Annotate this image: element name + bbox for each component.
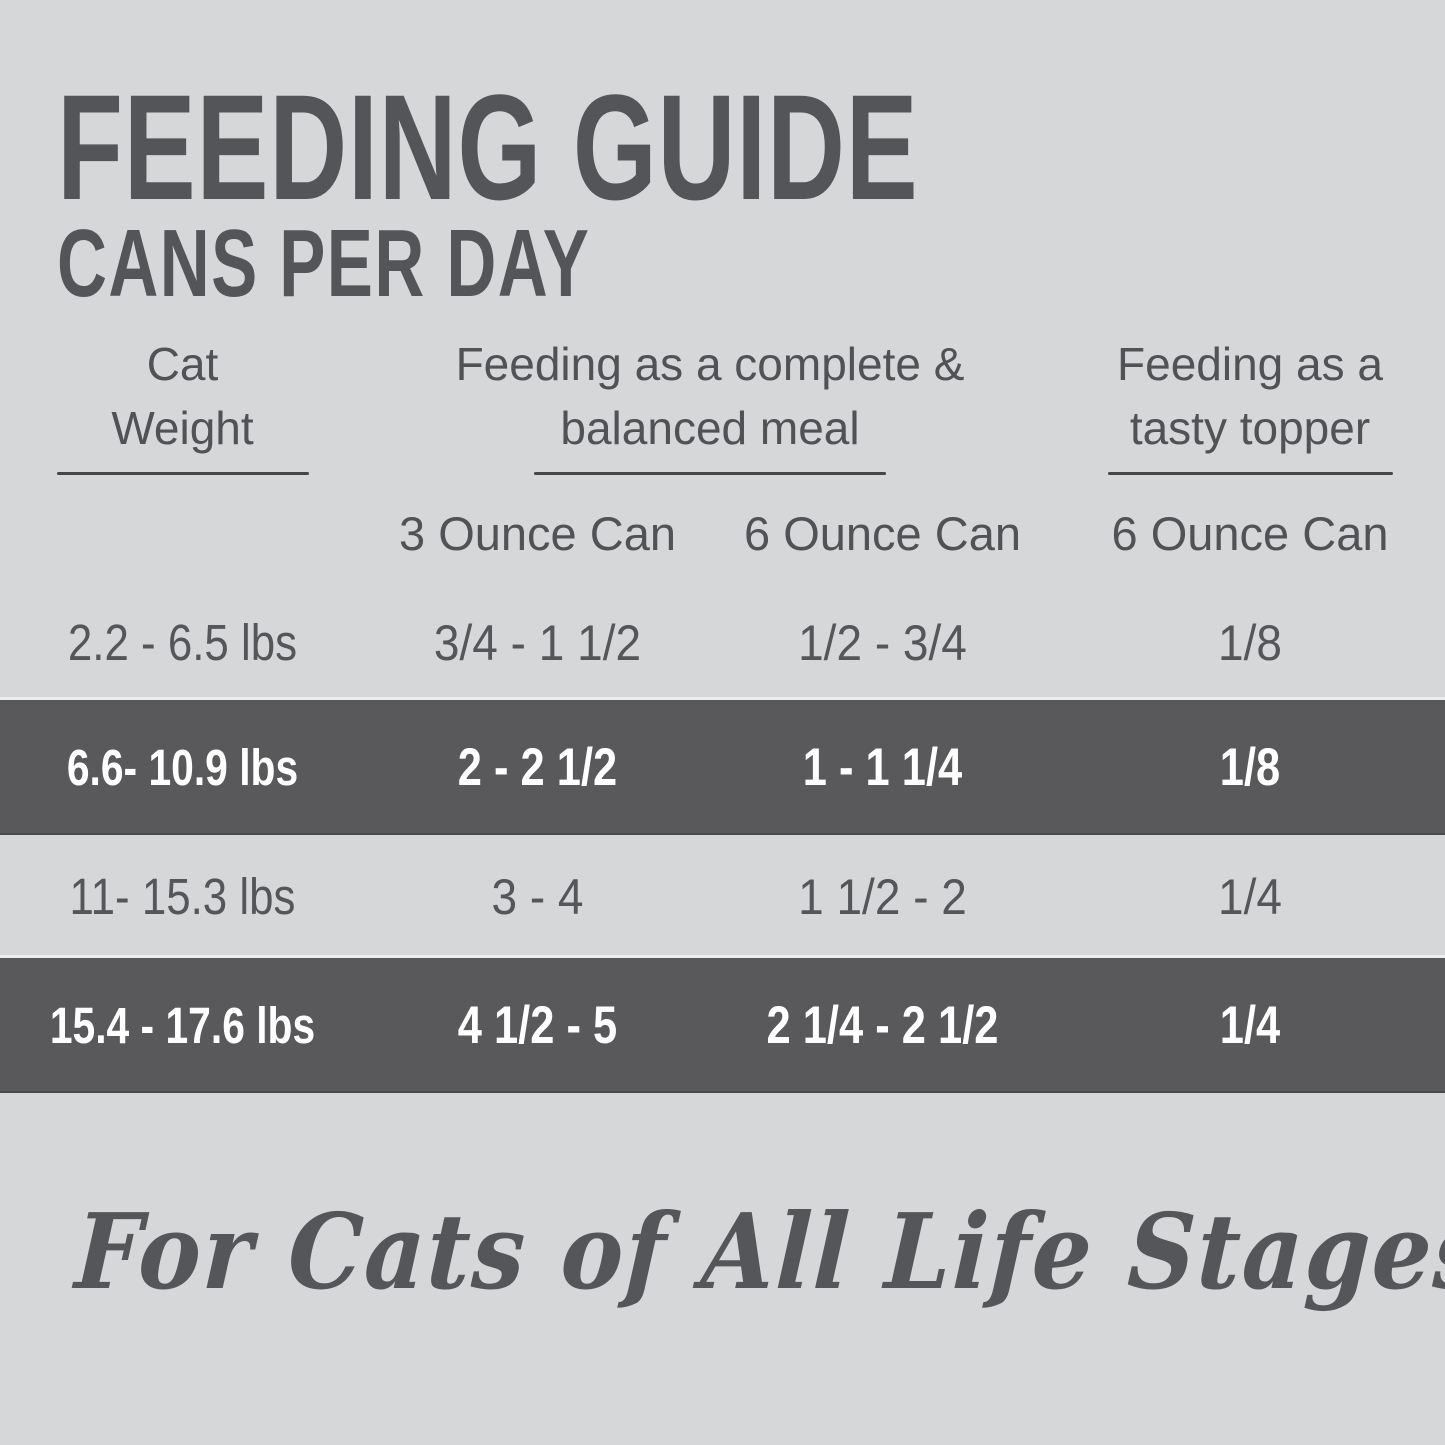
column-header-complete-meal: Feeding as a complete & balanced meal <box>365 332 1055 475</box>
column-header-cat-weight: Cat Weight <box>0 332 365 475</box>
table-row: 6.6- 10.9 lbs 2 - 2 1/2 1 - 1 1/4 1/8 <box>0 700 1445 835</box>
table-row: 11- 15.3 lbs 3 - 4 1 1/2 - 2 1/4 <box>0 835 1445 958</box>
cell-6oz-complete-meal: 1 - 1 1/4 <box>802 738 963 797</box>
sub-header-row: 3 Ounce Can 6 Ounce Can 6 Ounce Can <box>0 506 1445 562</box>
cell-3oz-complete-meal: 3 - 4 <box>491 868 584 925</box>
cell-6oz-complete-meal: 2 1/4 - 2 1/2 <box>766 996 999 1055</box>
header-underline <box>1107 472 1393 475</box>
column-header-tasty-topper: Feeding as a tasty topper <box>1055 332 1445 475</box>
tagline-section: For Cats of All Life Stages <box>0 1190 1445 1313</box>
column-header-line: Feeding as a complete & <box>455 338 965 390</box>
sub-header-3oz-can: 3 Ounce Can <box>399 507 676 560</box>
cell-cat-weight: 15.4 - 17.6 lbs <box>49 997 316 1054</box>
cell-6oz-tasty-topper: 1/8 <box>1218 614 1282 671</box>
sub-header-6oz-can: 6 Ounce Can <box>744 507 1021 560</box>
column-header-line: Weight <box>111 402 254 454</box>
sub-header-6oz-can-topper: 6 Ounce Can <box>1111 507 1389 560</box>
cell-6oz-complete-meal: 1/2 - 3/4 <box>798 614 967 671</box>
table-row: 15.4 - 17.6 lbs 4 1/2 - 5 2 1/4 - 2 1/2 … <box>0 958 1445 1093</box>
cell-3oz-complete-meal: 2 - 2 1/2 <box>457 738 618 797</box>
cell-3oz-complete-meal: 3/4 - 1 1/2 <box>433 614 642 671</box>
cell-cat-weight: 11- 15.3 lbs <box>69 868 296 925</box>
cell-6oz-tasty-topper: 1/4 <box>1219 996 1281 1055</box>
tagline: For Cats of All Life Stages <box>72 1190 1445 1313</box>
header-underline <box>56 472 309 475</box>
cell-6oz-complete-meal: 1 1/2 - 2 <box>798 868 967 925</box>
page-title: FEEDING GUIDE <box>57 63 919 231</box>
table-row: 2.2 - 6.5 lbs 3/4 - 1 1/2 1/2 - 3/4 1/8 <box>0 585 1445 700</box>
header-underline <box>534 472 886 475</box>
page-subtitle: CANS PER DAY <box>57 210 591 317</box>
cell-6oz-tasty-topper: 1/8 <box>1219 738 1281 797</box>
cell-3oz-complete-meal: 4 1/2 - 5 <box>457 996 618 1055</box>
table-body: 2.2 - 6.5 lbs 3/4 - 1 1/2 1/2 - 3/4 1/8 … <box>0 585 1445 1093</box>
column-header-line: balanced meal <box>560 402 860 454</box>
cell-6oz-tasty-topper: 1/4 <box>1218 868 1282 925</box>
column-header-line: tasty topper <box>1129 402 1371 454</box>
cell-cat-weight: 2.2 - 6.5 lbs <box>67 614 298 671</box>
column-header-line: Feeding as a <box>1117 338 1383 390</box>
cell-cat-weight: 6.6- 10.9 lbs <box>66 739 299 796</box>
sub-header-spacer <box>0 506 365 562</box>
column-header-line: Cat <box>146 338 219 390</box>
